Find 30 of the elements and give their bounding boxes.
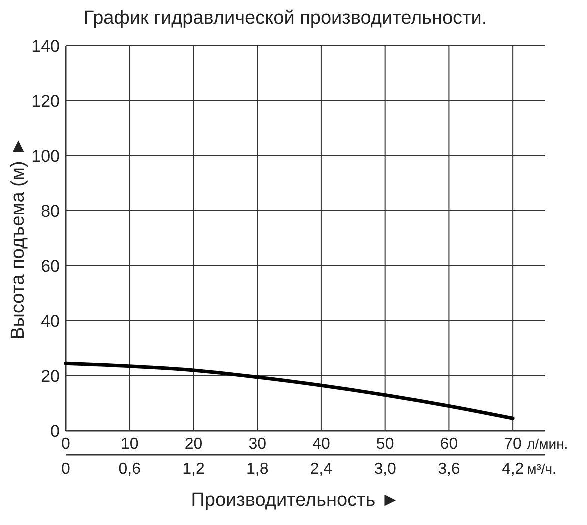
x-tick-label: 40 [312, 436, 330, 453]
text: м³/ч. [527, 461, 556, 477]
x2-tick-label: 3,0 [374, 461, 397, 478]
x2-tick-label: 2,4 [310, 461, 333, 478]
line-series [64, 362, 515, 420]
x2-tick-label: 4,2 [502, 461, 524, 478]
x2-tick-label: 0 [62, 461, 71, 478]
x2-tick-label: 0,6 [118, 461, 142, 478]
y-tick-label: 40 [41, 312, 60, 331]
chart-title: График гидравлической производительности. [84, 8, 488, 29]
x-tick-label: 30 [248, 436, 267, 453]
x2-tick-label: 1,2 [182, 461, 205, 478]
x2-tick-label: 1,8 [246, 461, 269, 478]
y-tick-label: 140 [32, 36, 60, 56]
x-tick-label: 0 [62, 436, 71, 453]
y-tick-label: 0 [50, 422, 60, 441]
x-tick-label: 60 [440, 436, 458, 453]
y-tick-label: 60 [41, 256, 60, 276]
x2-tick-label: 3,6 [438, 461, 460, 478]
x-axis-title: Производительность ► [191, 490, 400, 511]
y-tick-label: 80 [41, 202, 60, 221]
x-tick-label: 10 [120, 436, 139, 453]
text: л/мин. [527, 436, 568, 452]
y-tick-label: 120 [32, 92, 60, 111]
y-tick-label: 20 [41, 366, 60, 386]
x-tick-label: 50 [376, 436, 394, 453]
x-tick-label: 20 [184, 436, 203, 453]
y-axis-title: Высота подъема (м) ► [8, 137, 29, 340]
y-tick-label: 100 [32, 146, 60, 166]
x-tick-label: 70 [504, 436, 522, 453]
